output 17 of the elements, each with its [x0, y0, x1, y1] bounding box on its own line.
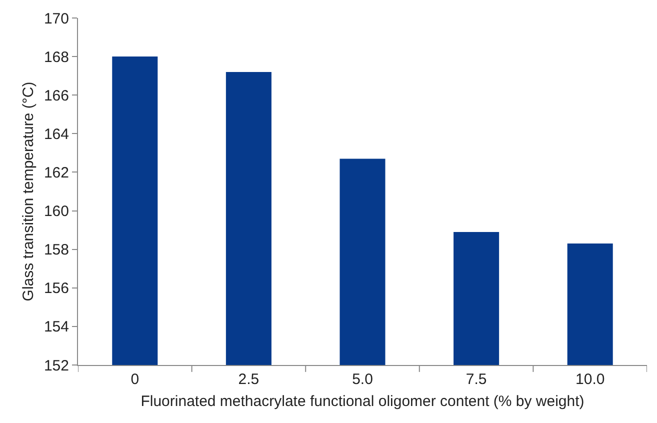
y-tick-label: 156 — [44, 280, 69, 298]
y-tick-label: 170 — [44, 10, 69, 28]
y-tick-label: 164 — [44, 126, 69, 143]
y-tick-label: 166 — [44, 87, 69, 104]
y-tick-label: 158 — [44, 242, 69, 259]
x-tick-label: 5.0 — [352, 371, 373, 388]
y-tick-label: 152 — [44, 357, 69, 374]
x-axis-title: Fluorinated methacrylate functional oligomer content (% by weight) — [140, 393, 584, 410]
x-tick-label: 7.5 — [466, 371, 487, 388]
x-tick-label: 0 — [130, 371, 140, 388]
y-tick-label: 162 — [44, 164, 69, 182]
y-tick-label: 154 — [44, 318, 69, 336]
x-tick-label: 10.0 — [576, 371, 605, 388]
x-tick-label: 2.5 — [238, 371, 260, 388]
y-tick-label: 168 — [44, 48, 69, 66]
y-tick-label: 160 — [44, 203, 69, 220]
y-axis-title: Glass transition temperature (°C) — [20, 82, 38, 302]
